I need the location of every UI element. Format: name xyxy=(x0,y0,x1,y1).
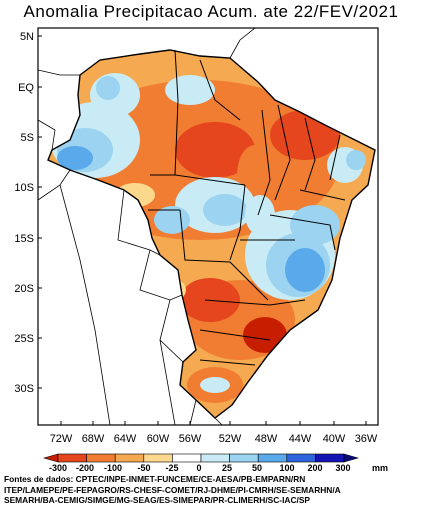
legend-value: 50 xyxy=(252,463,262,473)
lon-label: 44W xyxy=(289,433,312,445)
color-legend: -300 -200 -100 -50 -25 0 25 50 100 200 3… xyxy=(42,453,388,473)
lon-label: 60W xyxy=(147,433,170,445)
lat-label: 10S xyxy=(14,182,34,194)
lat-label: EQ xyxy=(18,82,34,94)
lon-label: 64W xyxy=(114,433,137,445)
lon-label: 56W xyxy=(179,433,202,445)
neighbour-borders xyxy=(38,28,256,425)
sources-line: ITEP/LAMEPE/PE-FEPAGRO/RS-CHESF-COMET/RJ… xyxy=(4,484,341,495)
lat-label: 30S xyxy=(14,383,34,395)
legend-value: 25 xyxy=(222,463,232,473)
lon-label: 52W xyxy=(219,433,242,445)
legend-swatches xyxy=(42,453,360,463)
lat-label: 25S xyxy=(14,333,34,345)
legend-value: 200 xyxy=(307,463,322,473)
legend-swatch xyxy=(229,453,259,463)
lon-label: 72W xyxy=(50,433,73,445)
lon-label: 36W xyxy=(355,433,378,445)
map-title: Anomalia Precipitacao Acum. ate 22/FEV/2… xyxy=(23,2,399,21)
sources-line: Fontes de dados: CPTEC/INPE-INMET-FUNCEM… xyxy=(4,474,306,484)
legend-unit: mm xyxy=(372,463,388,473)
legend-value: -200 xyxy=(76,463,94,473)
map-frame xyxy=(37,27,379,426)
legend-value: -25 xyxy=(165,463,178,473)
legend-swatch xyxy=(257,453,288,463)
lon-label: 40W xyxy=(323,433,346,445)
legend-value: -100 xyxy=(104,463,122,473)
legend-swatch xyxy=(143,453,173,463)
borders xyxy=(47,49,376,419)
legend-swatch xyxy=(172,453,202,463)
sources-line: SEMARH/BA-CEMIG/SIMGE/MG-SEAG/ES-SIMEPAR… xyxy=(4,495,311,505)
legend-swatch xyxy=(286,453,316,463)
legend-swatch xyxy=(200,453,230,463)
legend-value: -300 xyxy=(49,463,67,473)
lat-label: 15S xyxy=(14,233,34,245)
longitude-axis: 72W 68W 64W 60W 56W 52W 48W 44W 40W 36W xyxy=(50,421,378,445)
lon-label: 48W xyxy=(255,433,278,445)
lon-label: 68W xyxy=(82,433,105,445)
legend-swatch xyxy=(86,453,116,463)
legend-swatch xyxy=(315,453,345,463)
legend-value: -50 xyxy=(137,463,150,473)
legend-swatch xyxy=(57,453,87,463)
legend-swatch xyxy=(114,453,145,463)
lat-label: 20S xyxy=(14,283,34,295)
legend-value: 0 xyxy=(196,463,201,473)
legend-swatch xyxy=(42,453,59,463)
lat-label: 5S xyxy=(21,132,34,144)
legend-values: -300 -200 -100 -50 -25 0 25 50 100 200 3… xyxy=(49,463,351,473)
data-sources: Fontes de dados: CPTEC/INPE-INMET-FUNCEM… xyxy=(4,474,420,506)
legend-value: 100 xyxy=(279,463,294,473)
legend-value: 300 xyxy=(335,463,350,473)
lat-label: 5N xyxy=(20,31,34,43)
latitude-axis: 5N EQ 5S 10S 15S 20S 25S 30S xyxy=(14,31,42,395)
legend-swatch xyxy=(343,453,360,463)
